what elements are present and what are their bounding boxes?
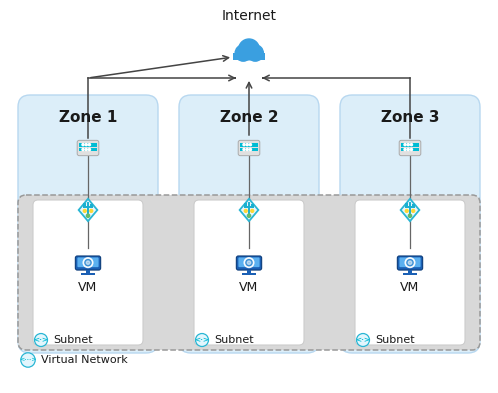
Text: <···>: <···> [19,358,37,362]
FancyBboxPatch shape [194,200,304,345]
Circle shape [412,209,415,212]
Polygon shape [400,199,419,221]
Text: Subnet: Subnet [375,335,415,345]
Circle shape [249,143,251,146]
FancyBboxPatch shape [237,256,261,270]
FancyBboxPatch shape [355,200,465,345]
FancyBboxPatch shape [75,256,101,270]
Text: <·>: <·> [356,337,371,343]
FancyBboxPatch shape [399,257,421,267]
Circle shape [86,261,90,264]
Circle shape [85,149,87,151]
Circle shape [249,149,251,151]
Circle shape [196,334,209,347]
Bar [87,270,90,274]
Circle shape [244,258,254,268]
Circle shape [251,209,253,212]
Circle shape [247,45,263,61]
Bar [90,204,93,207]
Bar [79,143,97,147]
Bar [233,53,265,60]
Circle shape [410,143,412,146]
FancyBboxPatch shape [238,140,260,156]
Circle shape [404,143,406,146]
Circle shape [357,334,370,347]
Bar [251,204,254,207]
Circle shape [82,149,84,151]
Text: Zone 2: Zone 2 [220,110,278,125]
Text: <·>: <·> [195,337,210,343]
Text: Internet: Internet [222,9,276,23]
Bar [240,148,258,151]
FancyBboxPatch shape [179,95,319,353]
Text: <·>: <·> [33,337,48,343]
Bar [412,204,415,207]
Circle shape [407,259,413,266]
Text: VM: VM [240,281,258,294]
Bar [81,273,95,275]
Circle shape [34,334,47,347]
Circle shape [410,149,412,151]
Bar [79,148,97,151]
Circle shape [83,258,93,268]
Text: Subnet: Subnet [214,335,253,345]
FancyBboxPatch shape [77,257,99,267]
FancyBboxPatch shape [340,95,480,353]
Circle shape [245,209,247,212]
FancyBboxPatch shape [239,257,259,267]
Circle shape [246,259,252,266]
Circle shape [243,143,245,146]
Circle shape [85,143,87,146]
Bar [242,273,256,275]
Circle shape [407,143,409,146]
Bar [401,148,419,151]
Circle shape [243,149,245,151]
Circle shape [246,149,249,151]
FancyBboxPatch shape [18,195,480,350]
Bar [408,270,411,274]
Text: Zone 3: Zone 3 [381,110,439,125]
Circle shape [408,261,412,264]
Circle shape [83,209,86,212]
Circle shape [247,261,251,264]
FancyBboxPatch shape [33,200,143,345]
Polygon shape [240,199,258,221]
Text: Subnet: Subnet [53,335,93,345]
Bar [248,270,250,274]
Circle shape [82,143,84,146]
Circle shape [239,39,259,60]
Text: Virtual Network: Virtual Network [41,355,128,365]
Circle shape [408,214,412,217]
Circle shape [407,149,409,151]
Bar [403,273,417,275]
Text: Zone 1: Zone 1 [59,110,117,125]
FancyBboxPatch shape [77,140,99,156]
Circle shape [88,149,91,151]
FancyBboxPatch shape [399,140,421,156]
Circle shape [404,149,406,151]
Bar [244,203,247,206]
Text: VM: VM [400,281,420,294]
Circle shape [235,45,251,61]
Bar [401,143,419,147]
Circle shape [246,143,249,146]
Circle shape [21,353,35,367]
Bar [240,143,258,147]
Polygon shape [79,199,98,221]
Circle shape [88,143,91,146]
FancyBboxPatch shape [397,256,423,270]
Circle shape [85,259,91,266]
Circle shape [90,209,93,212]
Bar [405,203,408,206]
Bar [83,203,86,206]
Circle shape [405,258,415,268]
Circle shape [248,214,250,217]
Circle shape [86,214,90,217]
Circle shape [405,209,408,212]
FancyBboxPatch shape [18,95,158,353]
Text: VM: VM [78,281,98,294]
